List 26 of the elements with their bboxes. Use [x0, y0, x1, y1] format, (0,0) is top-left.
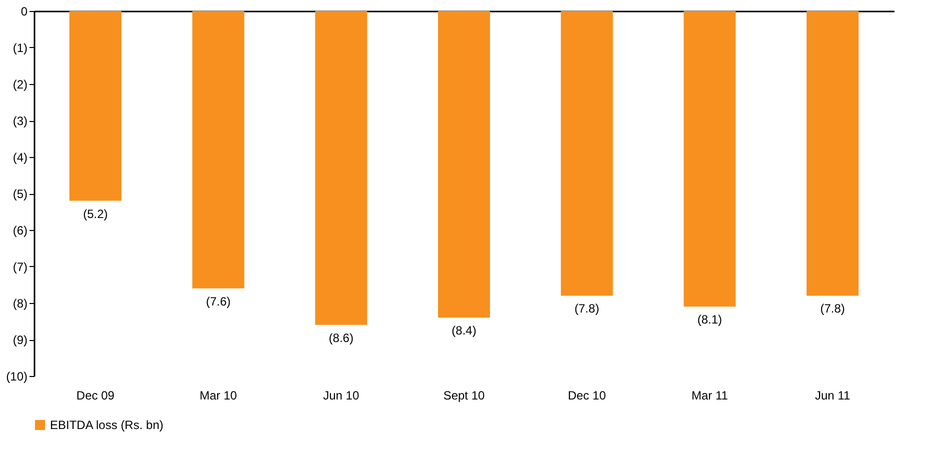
legend-label: EBITDA loss (Rs. bn) [50, 418, 164, 432]
x-tick-label: Sept 10 [443, 388, 486, 402]
y-tick-label: (7) [12, 260, 28, 274]
x-tick-label: Mar 10 [200, 388, 238, 402]
y-tick-label: 0 [20, 4, 28, 18]
y-tick-label: (4) [12, 150, 28, 164]
y-tick-label: (6) [12, 224, 28, 238]
data-label: (5.2) [83, 206, 108, 221]
data-label: (7.8) [820, 302, 845, 316]
x-tick-label: Jun 10 [323, 388, 360, 402]
x-tick-label: Dec 09 [76, 388, 115, 402]
y-tick-label: (2) [12, 78, 28, 92]
data-label: (8.6) [328, 330, 354, 345]
x-tick-label: Mar 11 [691, 388, 728, 402]
data-label: (8.4) [452, 324, 476, 338]
data-label: (7.6) [206, 294, 231, 308]
y-tick-label: (1) [12, 41, 28, 55]
y-tick-label: (3) [12, 114, 28, 128]
x-tick-label: Dec 10 [568, 388, 606, 402]
data-label: (8.1) [697, 312, 722, 327]
x-tick-label: Jun 11 [815, 388, 850, 402]
y-tick-label: (10) [6, 370, 28, 384]
y-tick-label: (8) [12, 296, 28, 310]
y-tick-label: (9) [12, 333, 28, 347]
y-tick-label: (5) [12, 187, 28, 201]
data-label: (7.8) [574, 302, 600, 316]
